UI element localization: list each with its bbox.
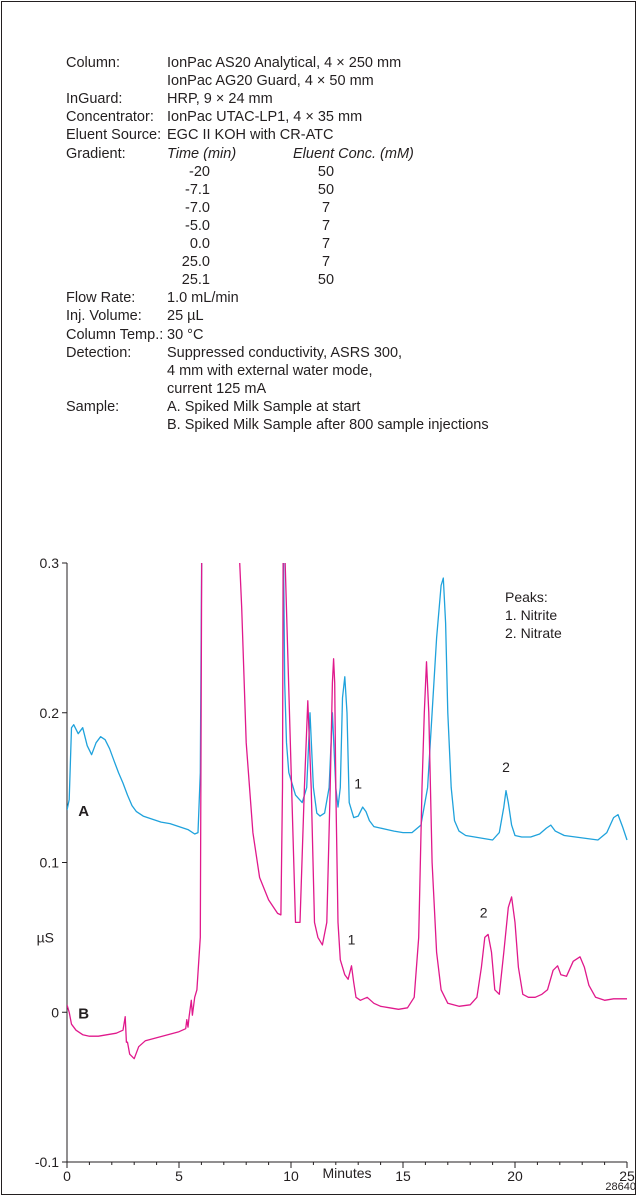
figure-id: 28640 [605,1181,636,1193]
gradient-conc-value: 50 [317,163,335,180]
legend-title: Peaks: [505,589,548,605]
gradient-time-value: -20 [189,163,210,180]
gradient-conc-value: 7 [321,217,331,234]
gradient-time-value: 25.1 [181,272,210,289]
legend-item: 2. Nitrate [505,625,562,641]
gradient-time-value: -7.1 [185,181,210,198]
condition-value: EGC II KOH with CR-ATC [167,127,334,144]
condition-value: Suppressed conductivity, ASRS 300, [167,344,403,361]
chromatography-conditions: Column: IonPac AS20 Analytical, 4 × 250 m… [0,0,639,540]
condition-label: Concentrator: [66,109,154,126]
condition-label: Column Temp.: [66,326,164,343]
x-tick-label: 25 [619,1168,635,1184]
x-tick-label: 20 [507,1168,523,1184]
condition-label: Flow Rate: [66,290,136,307]
condition-value: HRP, 9 × 24 mm [167,91,273,108]
y-tick-label: 0.2 [40,705,60,721]
x-tick-label: 0 [63,1168,71,1184]
legend-item: 1. Nitrite [505,607,557,623]
condition-label: Gradient: [66,145,126,162]
condition-value: B. Spiked Milk Sample after 800 sample i… [167,417,489,433]
condition-value: IonPac AS20 Analytical, 4 × 250 mm [167,55,402,71]
peak-label: 2 [502,759,510,775]
gradient-time-value: 0.0 [189,236,210,252]
y-tick-label: -0.1 [35,1154,59,1170]
condition-value: A. Spiked Milk Sample at start [167,398,361,415]
gradient-conc-value: 50 [317,181,335,198]
condition-label: InGuard: [66,91,123,108]
x-axis-label: Minutes [322,1165,371,1181]
condition-label: Column: [66,55,120,71]
gradient-time-value: 25.0 [181,254,210,271]
series-line-A [67,563,628,841]
condition-value: IonPac AG20 Guard, 4 × 50 mm [167,73,374,90]
y-tick-label: 0 [51,1004,59,1020]
trace-label: A [78,803,89,820]
x-tick-label: 5 [175,1168,183,1184]
trace-label: B [78,1005,89,1022]
condition-value: IonPac UTAC-LP1, 4 × 35 mm [167,109,363,126]
x-tick-label: 15 [395,1168,411,1184]
gradient-conc-value: 7 [321,254,331,271]
peak-label: 1 [354,776,362,792]
y-tick-label: 0.1 [40,855,60,871]
y-axis-label: µS [37,929,54,945]
gradient-conc-header: Eluent Conc. (mM) [293,145,414,162]
condition-label: Detection: [66,344,132,361]
condition-value: 1.0 mL/min [167,290,239,307]
gradient-conc-value: 50 [317,272,335,289]
condition-label: Inj. Volume: [66,308,142,325]
condition-label: Eluent Source: [66,127,162,144]
x-tick-label: 10 [283,1168,299,1184]
gradient-conc-value: 7 [321,236,331,252]
condition-label: Sample: [66,398,120,415]
series-line-B [67,563,627,1060]
y-tick-label: 0.3 [40,555,60,571]
peak-label: 1 [348,931,356,947]
gradient-time-value: -5.0 [185,217,210,234]
condition-value: 25 µL [167,308,204,325]
peak-label: 2 [480,904,488,920]
gradient-time-value: -7.0 [185,199,210,216]
condition-value: 4 mm with external water mode, [167,362,373,379]
condition-value: 30 °C [167,326,204,343]
gradient-conc-value: 7 [321,199,331,216]
condition-value: current 125 mA [167,380,267,397]
gradient-time-header: Time (min) [167,145,237,162]
